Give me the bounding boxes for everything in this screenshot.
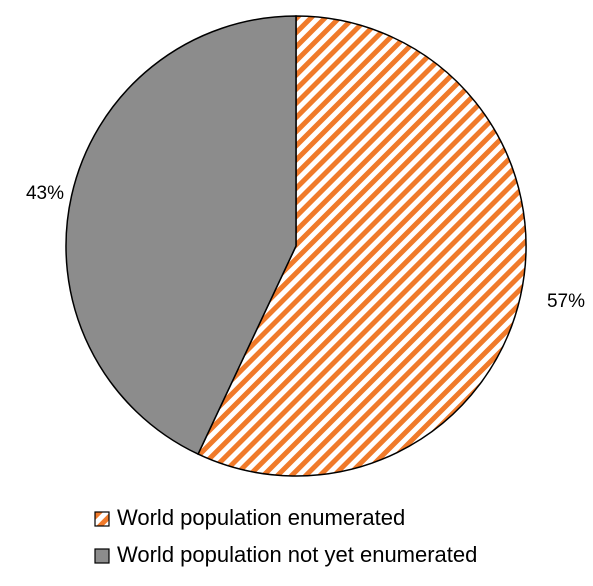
legend-swatch [94,548,110,564]
data-label-world-population-enumerated: 57% [547,291,585,312]
legend-label: World population not yet enumerated [117,542,477,567]
legend-item-world-population-not-yet-enumerated: World population not yet enumerated [94,542,477,567]
legend-swatch [94,511,110,527]
legend-item-world-population-enumerated: World population enumerated [94,505,405,530]
pie-data-labels: 57% 43% [26,183,585,312]
pie-slice-world-population-enumerated [197,15,527,477]
legend: World population enumerated World populat… [94,505,477,567]
legend-label: World population enumerated [117,505,405,530]
data-label-world-population-not-yet-enumerated: 43% [26,183,64,204]
pie-slices [65,15,527,477]
pie-slice-world-population-not-yet-enumerated [65,15,297,456]
